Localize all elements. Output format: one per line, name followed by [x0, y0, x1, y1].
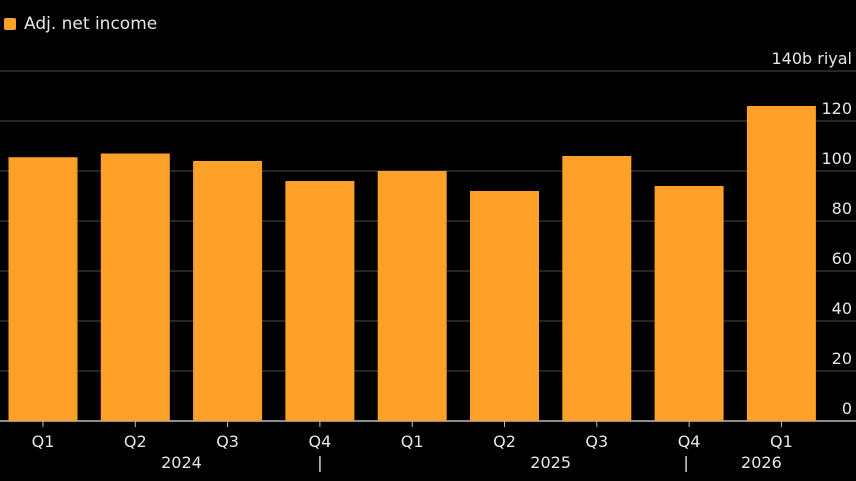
year-label: 2024: [161, 453, 202, 472]
x-tick-label: Q3: [216, 432, 239, 451]
y-tick-label: 60: [832, 249, 852, 268]
x-axis-ticks: Q1 Q2 Q3 Q4 Q1 Q2 Q3 Q4 Q1: [32, 421, 793, 451]
x-tick-label: Q4: [309, 432, 332, 451]
bar: [470, 191, 539, 421]
bar: [746, 106, 816, 421]
x-tick-label: Q1: [770, 432, 793, 451]
year-label: 2025: [530, 453, 571, 472]
year-separator: |: [317, 453, 322, 472]
y-tick-label: 80: [832, 199, 852, 218]
year-separator: |: [683, 453, 688, 472]
y-tick-label: 0: [842, 399, 852, 418]
legend-label: Adj. net income: [24, 14, 158, 34]
bar: [100, 153, 170, 421]
legend: Adj. net income: [4, 14, 157, 34]
bar: [654, 186, 724, 421]
year-label: 2026: [741, 453, 782, 472]
x-tick-label: Q3: [585, 432, 608, 451]
bar: [193, 161, 263, 421]
x-tick-label: Q2: [124, 432, 147, 451]
y-tick-label: 20: [832, 349, 852, 368]
y-tick-label: 100: [821, 149, 852, 168]
y-tick-label: 140b riyal: [771, 49, 852, 68]
y-tick-label: 40: [832, 299, 852, 318]
y-axis-ticks: 0 20 40 60 80 100 120 140b riyal: [771, 49, 852, 418]
bar: [8, 157, 78, 421]
x-tick-label: Q1: [401, 432, 424, 451]
legend-swatch: [4, 18, 16, 30]
bar: [377, 171, 447, 421]
x-tick-label: Q1: [32, 432, 55, 451]
y-tick-label: 120: [821, 99, 852, 118]
bar: [285, 181, 355, 421]
bars: [8, 106, 816, 421]
x-tick-label: Q4: [678, 432, 701, 451]
x-tick-label: Q2: [493, 432, 516, 451]
x-axis-groups: 2024 | 2025 | 2026: [161, 453, 782, 472]
bar: [562, 156, 632, 421]
